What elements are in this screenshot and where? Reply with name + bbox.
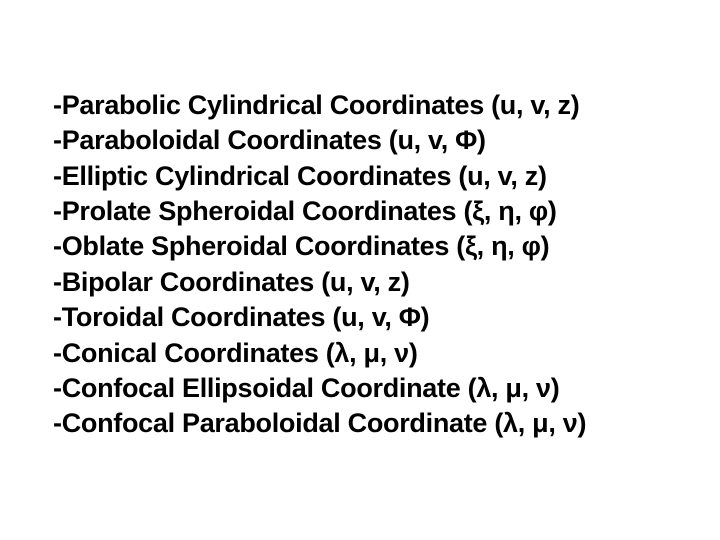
list-item: -Conical Coordinates (λ, μ, ν): [53, 336, 586, 371]
list-item: -Parabolic Cylindrical Coordinates (u, v…: [53, 88, 586, 123]
list-item: -Paraboloidal Coordinates (u, v, Φ): [53, 123, 586, 158]
list-item: -Confocal Ellipsoidal Coordinate (λ, μ, …: [53, 371, 586, 406]
list-item: -Bipolar Coordinates (u, v, z): [53, 265, 586, 300]
list-item: -Toroidal Coordinates (u, v, Φ): [53, 300, 586, 335]
list-item: -Elliptic Cylindrical Coordinates (u, v,…: [53, 159, 586, 194]
list-item: -Prolate Spheroidal Coordinates (ξ, η, φ…: [53, 194, 586, 229]
coordinate-systems-list: -Parabolic Cylindrical Coordinates (u, v…: [53, 88, 586, 442]
list-item: -Confocal Paraboloidal Coordinate (λ, μ,…: [53, 406, 586, 441]
list-item: -Oblate Spheroidal Coordinates (ξ, η, φ): [53, 229, 586, 264]
